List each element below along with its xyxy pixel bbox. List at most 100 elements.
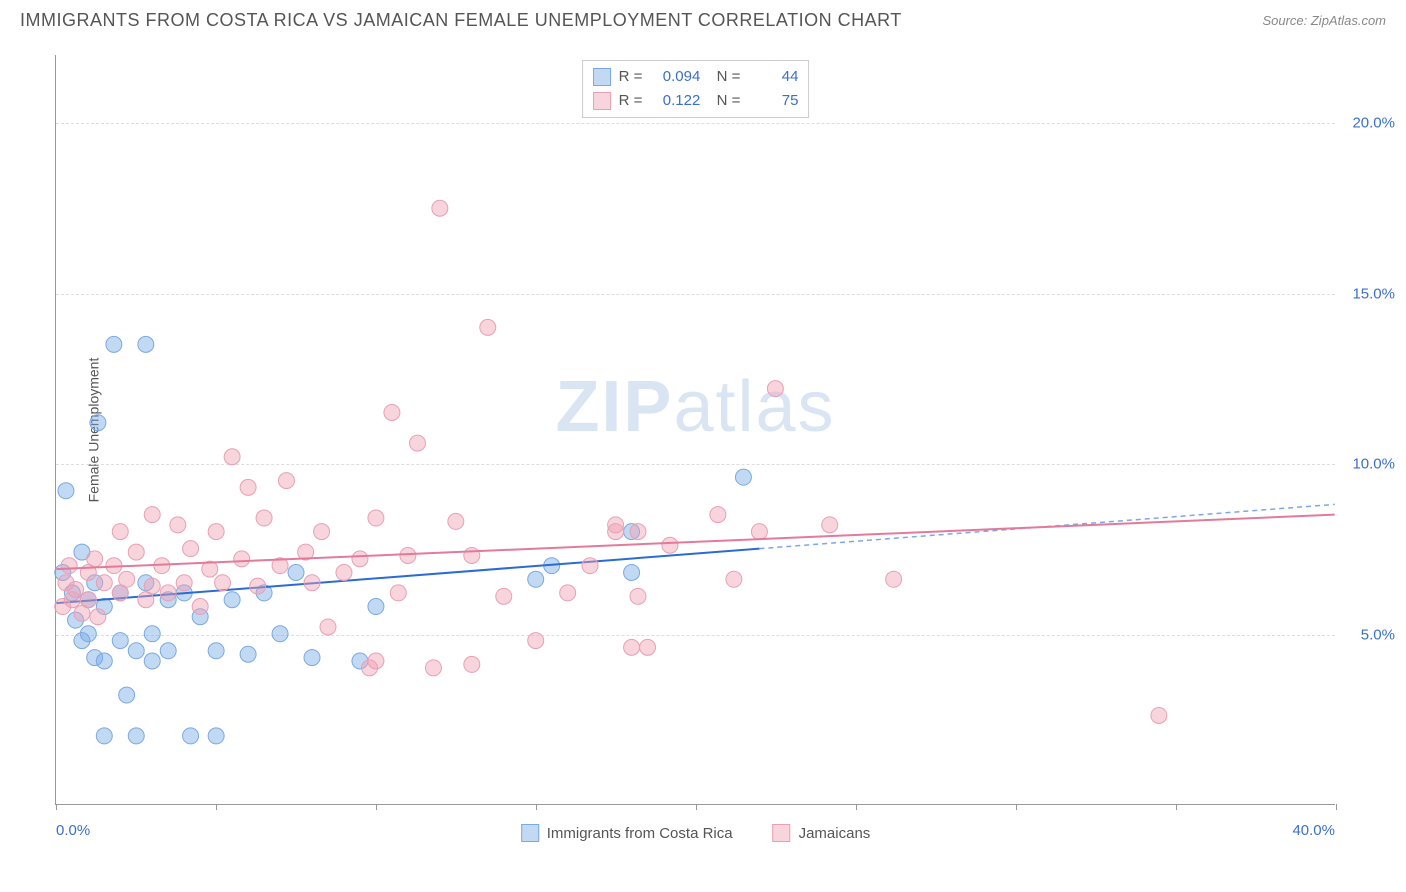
n-value-jamaicans: 75 xyxy=(748,89,798,113)
y-tick-label: 5.0% xyxy=(1361,626,1395,643)
data-point-costa_rica xyxy=(183,728,199,744)
legend-row-jamaicans: R = 0.122 N = 75 xyxy=(593,89,799,113)
data-point-jamaicans xyxy=(448,513,464,529)
x-axis-min-label: 0.0% xyxy=(56,822,90,839)
data-point-jamaicans xyxy=(278,473,294,489)
data-point-jamaicans xyxy=(304,575,320,591)
data-point-jamaicans xyxy=(176,575,192,591)
data-point-jamaicans xyxy=(192,599,208,615)
data-point-jamaicans xyxy=(608,517,624,533)
data-point-jamaicans xyxy=(751,524,767,540)
data-point-jamaicans xyxy=(384,404,400,420)
x-axis-end-labels: 0.0% 40.0% xyxy=(56,822,1335,839)
data-point-jamaicans xyxy=(496,588,512,604)
data-point-jamaicans xyxy=(624,639,640,655)
scatter-chart: Female Unemployment ZIPatlas 5.0%10.0%15… xyxy=(55,55,1335,805)
data-point-jamaicans xyxy=(160,585,176,601)
data-point-jamaicans xyxy=(183,541,199,557)
data-point-jamaicans xyxy=(144,507,160,523)
data-point-jamaicans xyxy=(144,578,160,594)
data-point-jamaicans xyxy=(582,558,598,574)
n-label: N = xyxy=(708,89,740,113)
data-point-jamaicans xyxy=(432,200,448,216)
data-point-costa_rica xyxy=(208,643,224,659)
data-point-jamaicans xyxy=(80,592,96,608)
data-point-jamaicans xyxy=(336,565,352,581)
data-point-jamaicans xyxy=(170,517,186,533)
data-point-costa_rica xyxy=(58,483,74,499)
chart-header: IMMIGRANTS FROM COSTA RICA VS JAMAICAN F… xyxy=(0,0,1406,36)
r-label: R = xyxy=(619,89,643,113)
data-point-jamaicans xyxy=(390,585,406,601)
y-tick-label: 20.0% xyxy=(1352,115,1395,132)
data-point-costa_rica xyxy=(224,592,240,608)
data-point-jamaicans xyxy=(90,609,106,625)
data-point-costa_rica xyxy=(128,728,144,744)
data-point-jamaicans xyxy=(250,578,266,594)
r-value-jamaicans: 0.122 xyxy=(650,89,700,113)
n-value-costa-rica: 44 xyxy=(748,65,798,89)
data-point-jamaicans xyxy=(767,381,783,397)
data-point-jamaicans xyxy=(112,524,128,540)
data-point-costa_rica xyxy=(160,643,176,659)
correlation-legend: R = 0.094 N = 44 R = 0.122 N = 75 xyxy=(582,60,810,118)
data-point-jamaicans xyxy=(662,537,678,553)
source-attribution: Source: ZipAtlas.com xyxy=(1262,13,1386,28)
data-point-jamaicans xyxy=(886,571,902,587)
data-point-costa_rica xyxy=(96,728,112,744)
legend-row-costa-rica: R = 0.094 N = 44 xyxy=(593,65,799,89)
x-axis-max-label: 40.0% xyxy=(1292,822,1335,839)
data-point-jamaicans xyxy=(119,571,135,587)
data-point-costa_rica xyxy=(119,687,135,703)
data-point-jamaicans xyxy=(726,571,742,587)
data-point-costa_rica xyxy=(112,633,128,649)
data-point-costa_rica xyxy=(138,336,154,352)
data-point-jamaicans xyxy=(425,660,441,676)
data-point-jamaicans xyxy=(215,575,231,591)
chart-title: IMMIGRANTS FROM COSTA RICA VS JAMAICAN F… xyxy=(20,10,902,31)
plot-svg xyxy=(56,55,1335,804)
data-point-jamaicans xyxy=(560,585,576,601)
data-point-costa_rica xyxy=(208,728,224,744)
data-point-jamaicans xyxy=(368,510,384,526)
data-point-jamaicans xyxy=(464,547,480,563)
data-point-jamaicans xyxy=(710,507,726,523)
data-point-costa_rica xyxy=(288,565,304,581)
swatch-jamaicans xyxy=(593,92,611,110)
data-point-jamaicans xyxy=(352,551,368,567)
data-point-jamaicans xyxy=(320,619,336,635)
n-label: N = xyxy=(708,65,740,89)
data-point-costa_rica xyxy=(106,336,122,352)
data-point-jamaicans xyxy=(87,551,103,567)
data-point-jamaicans xyxy=(61,558,77,574)
data-point-costa_rica xyxy=(96,653,112,669)
data-point-jamaicans xyxy=(128,544,144,560)
data-point-costa_rica xyxy=(304,650,320,666)
r-value-costa-rica: 0.094 xyxy=(650,65,700,89)
data-point-jamaicans xyxy=(256,510,272,526)
data-point-jamaicans xyxy=(208,524,224,540)
data-point-costa_rica xyxy=(128,643,144,659)
data-point-costa_rica xyxy=(240,646,256,662)
data-point-costa_rica xyxy=(144,653,160,669)
data-point-jamaicans xyxy=(630,588,646,604)
data-point-jamaicans xyxy=(1151,707,1167,723)
data-point-jamaicans xyxy=(224,449,240,465)
swatch-costa-rica xyxy=(593,68,611,86)
data-point-jamaicans xyxy=(400,547,416,563)
data-point-jamaicans xyxy=(640,639,656,655)
data-point-costa_rica xyxy=(80,626,96,642)
y-tick-label: 10.0% xyxy=(1352,456,1395,473)
y-tick-label: 15.0% xyxy=(1352,285,1395,302)
data-point-jamaicans xyxy=(96,575,112,591)
data-point-jamaicans xyxy=(314,524,330,540)
data-point-jamaicans xyxy=(368,653,384,669)
data-point-costa_rica xyxy=(272,626,288,642)
data-point-jamaicans xyxy=(409,435,425,451)
data-point-costa_rica xyxy=(528,571,544,587)
data-point-jamaicans xyxy=(240,479,256,495)
data-point-costa_rica xyxy=(90,415,106,431)
data-point-costa_rica xyxy=(368,599,384,615)
r-label: R = xyxy=(619,65,643,89)
data-point-costa_rica xyxy=(735,469,751,485)
